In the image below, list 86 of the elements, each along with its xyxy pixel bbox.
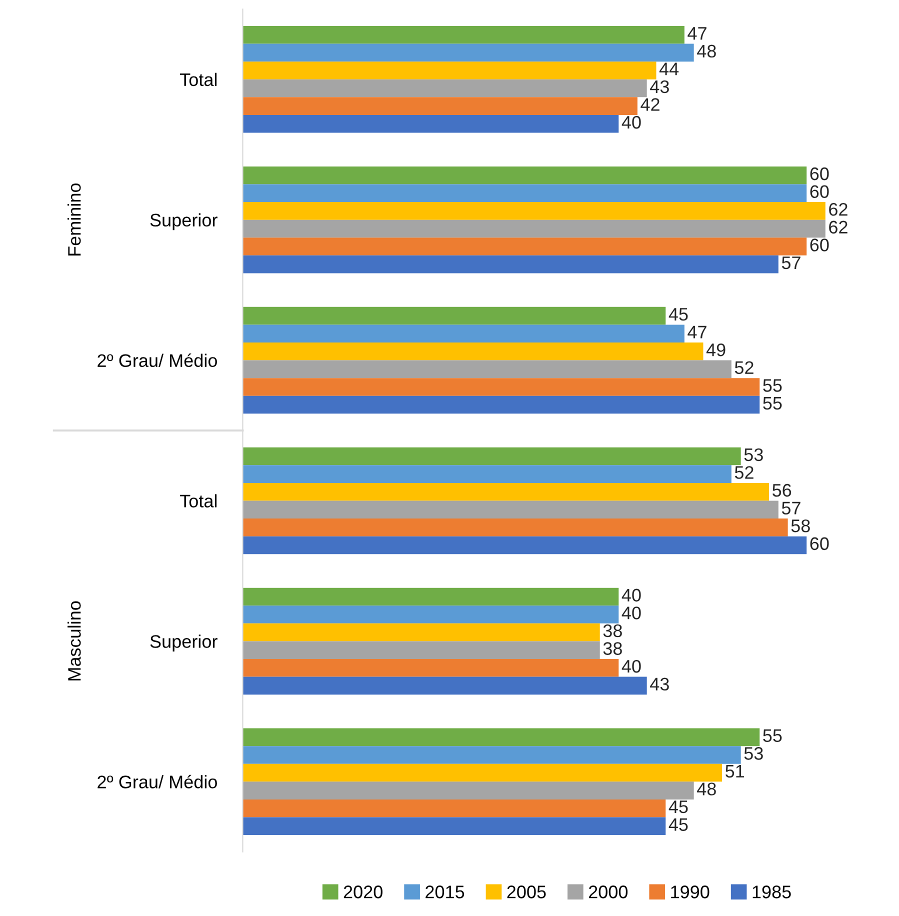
bar	[242, 238, 807, 256]
y-tick-label: Superior	[150, 213, 218, 230]
bar	[242, 606, 619, 624]
bar	[242, 62, 656, 80]
data-label: 52	[734, 466, 754, 479]
data-label: 38	[603, 642, 622, 655]
bar	[242, 202, 826, 220]
bar	[242, 166, 807, 184]
bar	[242, 184, 807, 202]
data-label: 48	[697, 44, 716, 58]
data-label: 51	[726, 765, 744, 778]
bar	[242, 378, 760, 396]
bar	[242, 799, 666, 818]
y-tick-label: Total	[180, 72, 217, 86]
data-label: 47	[688, 27, 706, 40]
bar	[242, 447, 741, 466]
legend-label: 2000	[588, 886, 628, 898]
bar	[242, 465, 732, 483]
data-label: 53	[744, 448, 763, 462]
y-tick-label: Total	[180, 494, 217, 508]
y-tick-label: 2º Grau/ Médio	[98, 354, 217, 368]
bar	[242, 817, 666, 836]
data-label: 40	[622, 116, 641, 129]
bar	[242, 255, 778, 274]
legend-label: 2020	[344, 886, 382, 898]
legend-label: 2015	[426, 886, 464, 898]
bar	[242, 782, 694, 800]
data-label: 45	[668, 800, 688, 814]
bar	[242, 97, 638, 115]
bar	[242, 324, 684, 343]
data-label: 42	[640, 98, 660, 111]
data-label: 43	[650, 80, 669, 94]
bar	[242, 220, 826, 238]
data-label: 43	[650, 678, 669, 691]
data-label: 55	[763, 379, 782, 392]
bar	[242, 728, 760, 746]
bar	[242, 764, 722, 782]
bar	[242, 746, 741, 764]
bar	[242, 623, 600, 642]
data-label: 55	[763, 729, 782, 742]
data-label: 60	[810, 167, 829, 180]
data-label: 57	[782, 256, 800, 270]
data-label: 48	[697, 782, 716, 796]
data-label: 44	[659, 62, 679, 76]
data-label: 40	[622, 588, 641, 602]
y-tick-label: 2º Grau/ Médio	[98, 774, 217, 788]
bar	[242, 342, 704, 360]
data-label: 47	[688, 326, 706, 338]
text: Feminino	[68, 183, 81, 256]
data-label: 62	[829, 203, 848, 216]
bar	[242, 482, 770, 501]
data-label: 45	[668, 308, 688, 321]
data-label: 52	[734, 361, 754, 374]
data-label: 53	[744, 747, 763, 760]
data-label: 49	[706, 343, 726, 356]
bar	[242, 360, 732, 378]
data-label: 62	[829, 220, 848, 234]
legend-label: 1985	[752, 886, 791, 898]
bar	[242, 306, 666, 325]
data-label: 38	[603, 624, 622, 638]
bar	[242, 641, 600, 659]
data-label: 58	[791, 519, 810, 532]
y-tick-label: Superior	[150, 634, 218, 652]
data-label: 40	[622, 660, 641, 673]
bar	[242, 658, 619, 677]
legend-label: 1990	[671, 886, 710, 898]
bar	[242, 500, 778, 519]
bar	[242, 79, 647, 98]
legend-label: 2005	[507, 886, 546, 898]
bar	[242, 44, 694, 62]
data-label: 57	[782, 502, 800, 514]
data-label: 60	[810, 238, 829, 252]
data-label: 56	[772, 484, 792, 497]
data-label: 60	[810, 185, 829, 198]
bar	[242, 676, 647, 695]
data-label: 40	[622, 606, 641, 620]
bar	[242, 588, 619, 606]
bar	[242, 114, 619, 133]
bar	[242, 536, 807, 554]
bar	[242, 26, 684, 44]
data-label: 55	[763, 397, 782, 410]
bar	[242, 396, 760, 414]
data-label: 45	[668, 818, 688, 831]
bar	[242, 518, 788, 536]
text: Masculino	[68, 601, 81, 680]
data-label: 60	[810, 537, 829, 550]
